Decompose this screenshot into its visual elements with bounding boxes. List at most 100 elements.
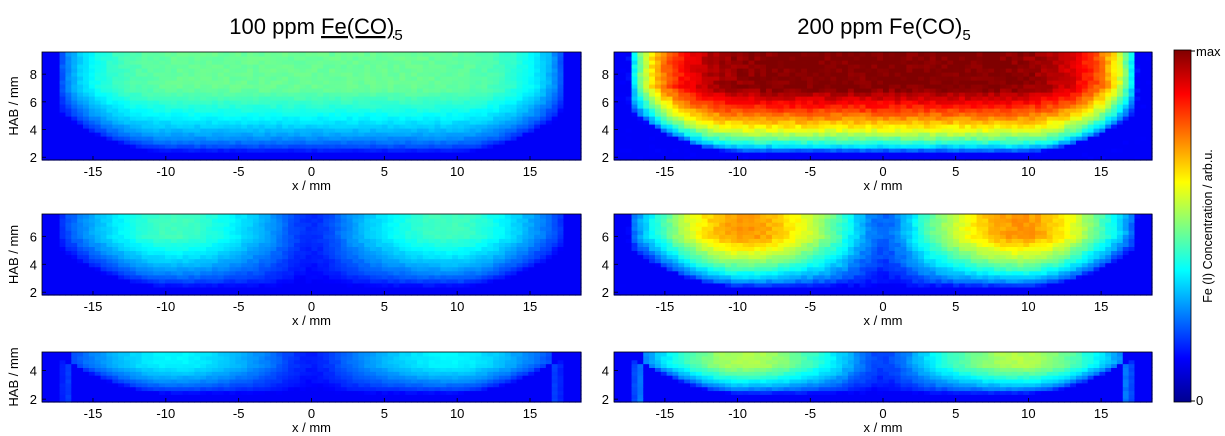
heatmap-cell	[340, 140, 348, 145]
heatmap-cell	[1116, 56, 1124, 61]
heatmap-cell	[276, 116, 283, 121]
heatmap-cell	[206, 140, 213, 145]
heatmap-cell	[334, 108, 342, 113]
heatmap-cell	[707, 112, 715, 117]
heatmap-cell	[487, 136, 494, 141]
heatmap-cell	[47, 128, 55, 133]
heatmap-cell	[1111, 64, 1118, 69]
heatmap-cell	[487, 80, 494, 85]
heatmap-cell	[434, 92, 441, 97]
heatmap-cell	[235, 52, 242, 57]
heatmap-cell	[695, 124, 703, 129]
heatmap-cell	[760, 152, 767, 157]
heatmap-cell	[182, 56, 190, 61]
heatmap-cell	[1116, 140, 1124, 145]
heatmap-cell	[118, 108, 125, 113]
heatmap-cell	[912, 92, 919, 97]
heatmap-cell	[1134, 124, 1141, 129]
heatmap-cell	[906, 100, 913, 105]
heatmap-cell	[463, 88, 471, 93]
heatmap-cell	[457, 80, 465, 85]
heatmap-cell	[381, 108, 389, 113]
heatmap-cell	[1023, 120, 1030, 125]
heatmap-cell	[1099, 124, 1106, 129]
heatmap-cell	[725, 92, 732, 97]
heatmap-cell	[1040, 124, 1048, 129]
heatmap-cell	[176, 116, 184, 121]
heatmap-cell	[929, 52, 937, 57]
heatmap-cell	[42, 68, 49, 73]
heatmap-cell	[824, 80, 831, 85]
heatmap-cell	[481, 68, 488, 73]
heatmap-cell	[317, 72, 324, 77]
heatmap-cell	[153, 136, 160, 141]
heatmap-cell	[1040, 60, 1048, 65]
heatmap-cell	[959, 136, 966, 141]
heatmap-cell	[801, 148, 808, 153]
heatmap-cell	[440, 88, 447, 93]
heatmap-cell	[877, 156, 884, 161]
heatmap-cell	[135, 80, 143, 85]
heatmap-cell	[551, 144, 559, 149]
heatmap-cell	[1064, 136, 1071, 141]
heatmap-cell	[1064, 144, 1071, 149]
heatmap-cell	[176, 84, 184, 89]
heatmap-cell	[824, 88, 831, 93]
heatmap-cell	[170, 112, 178, 117]
heatmap-cell	[818, 156, 826, 161]
heatmap-cell	[405, 148, 412, 153]
heatmap-cell	[381, 100, 389, 105]
heatmap-cell	[557, 104, 565, 109]
heatmap-cell	[923, 52, 931, 57]
heatmap-cell	[270, 108, 277, 113]
heatmap-cell	[153, 152, 160, 157]
heatmap-cell	[223, 96, 231, 101]
heatmap-cell	[65, 136, 72, 141]
heatmap-cell	[124, 80, 131, 85]
heatmap-cell	[317, 68, 324, 73]
heatmap-cell	[481, 52, 488, 57]
heatmap-cell	[771, 96, 779, 101]
heatmap-cell	[176, 144, 184, 149]
heatmap-cell	[684, 52, 691, 57]
heatmap-cell	[276, 144, 283, 149]
heatmap-cell	[742, 100, 750, 105]
heatmap-cell	[59, 84, 67, 89]
heatmap-cell	[446, 140, 453, 145]
heatmap-cell	[481, 104, 488, 109]
heatmap-cell	[1134, 120, 1141, 125]
heatmap-cell	[516, 88, 524, 93]
heatmap-cell	[900, 124, 907, 129]
heatmap-cell	[217, 76, 225, 81]
heatmap-cell	[842, 92, 849, 97]
heatmap-cell	[941, 136, 948, 141]
heatmap-cell	[211, 100, 219, 105]
heatmap-cell	[894, 92, 902, 97]
heatmap-cell	[440, 124, 447, 129]
heatmap-cell	[865, 156, 872, 161]
heatmap-cell	[982, 92, 989, 97]
heatmap-cell	[941, 64, 948, 69]
heatmap-cell	[452, 148, 459, 153]
heatmap-cell	[147, 156, 154, 161]
heatmap-cell	[241, 128, 248, 133]
heatmap-cell	[575, 148, 582, 153]
heatmap-cell	[1040, 140, 1048, 145]
heatmap-cell	[660, 104, 668, 109]
heatmap-cell	[170, 88, 178, 93]
heatmap-cell	[165, 136, 172, 141]
heatmap-cell	[569, 80, 576, 85]
heatmap-cell	[434, 144, 441, 149]
heatmap-cell	[311, 152, 318, 157]
heatmap-cell	[1064, 128, 1071, 133]
heatmap-cell	[475, 84, 482, 89]
heatmap-cell	[947, 68, 954, 73]
heatmap-cell	[475, 156, 482, 161]
heatmap-cell	[299, 100, 307, 105]
heatmap-cell	[165, 104, 172, 109]
heatmap-cell	[528, 104, 535, 109]
heatmap-cell	[1064, 120, 1071, 125]
heatmap-cell	[493, 148, 500, 153]
heatmap-cell	[165, 148, 172, 153]
